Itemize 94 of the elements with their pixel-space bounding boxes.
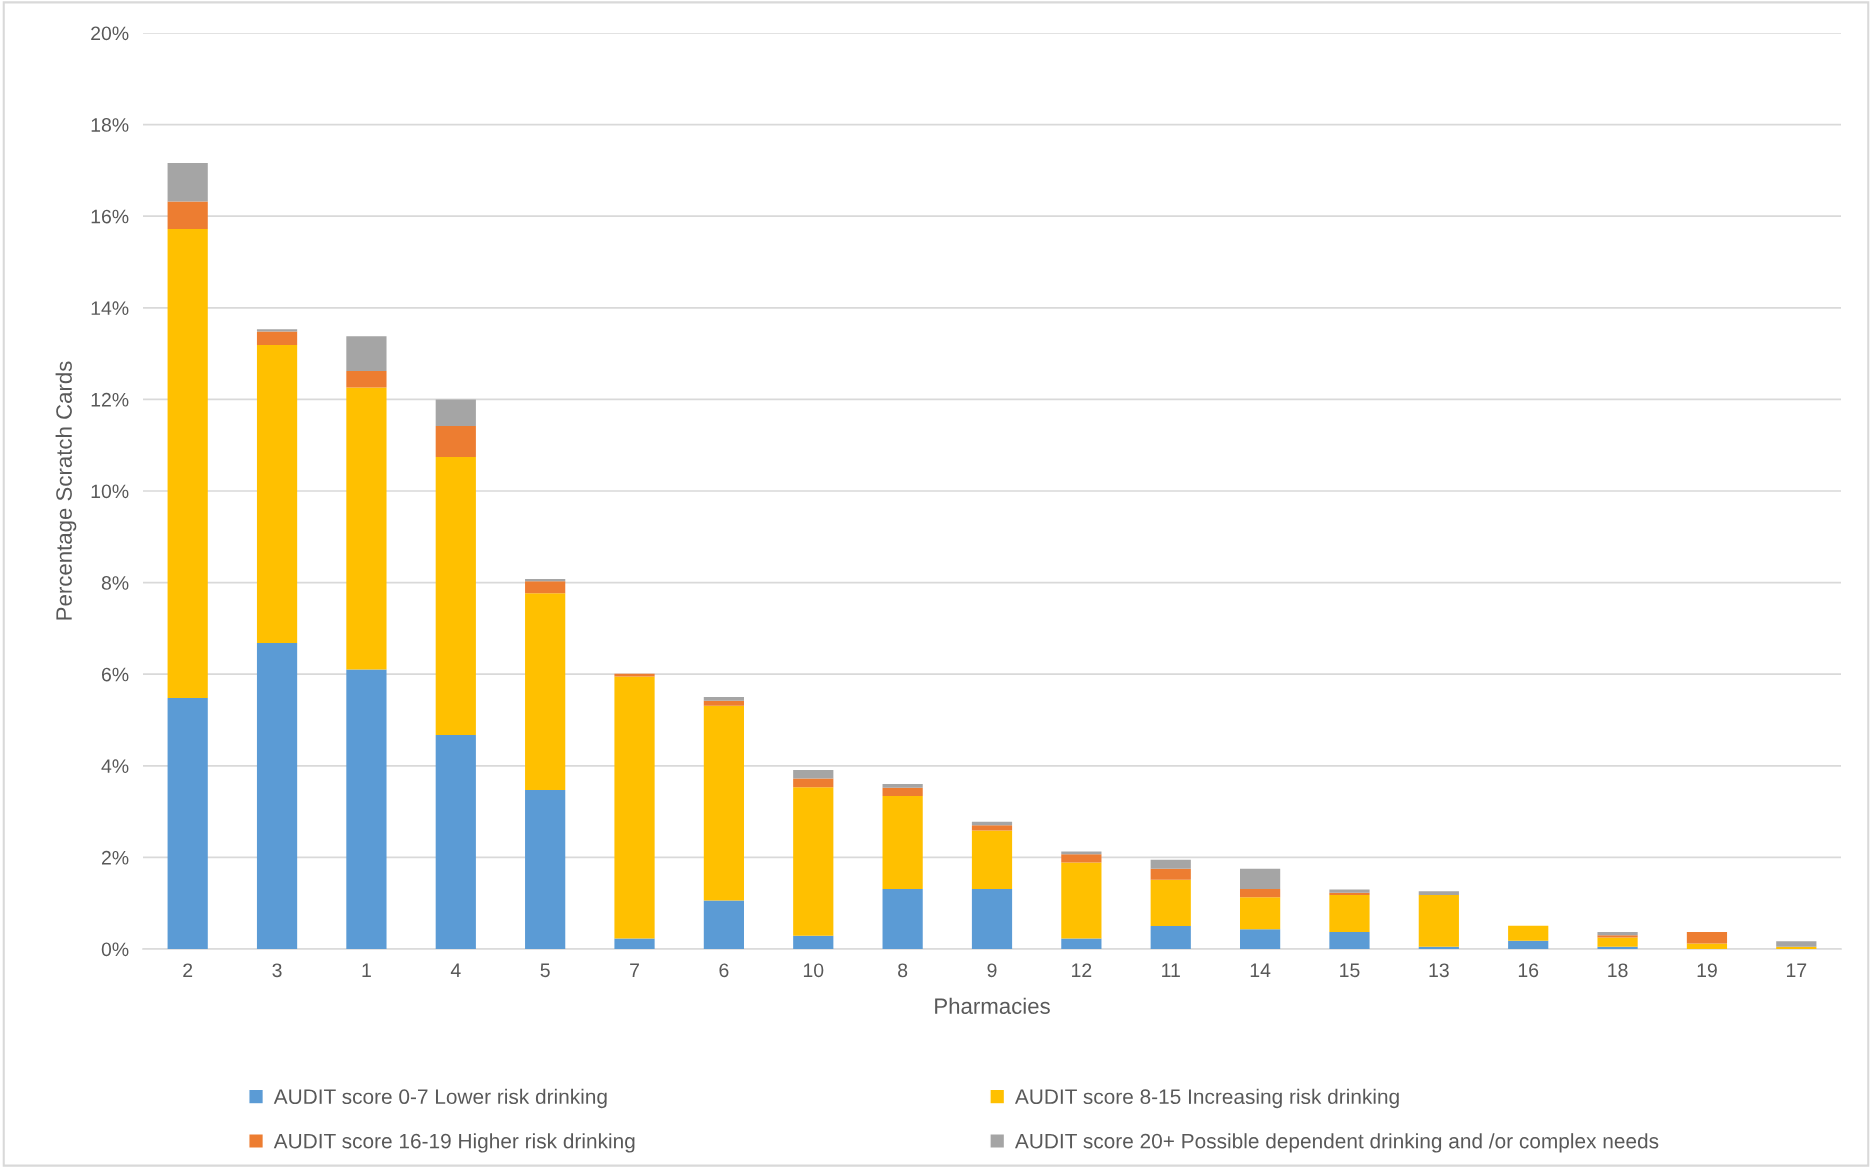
y-tick-label: 12% bbox=[91, 392, 129, 407]
bar bbox=[1329, 894, 1370, 933]
x-tick-label: 7 bbox=[630, 963, 639, 977]
bar bbox=[1240, 929, 1281, 949]
bar bbox=[1061, 938, 1102, 949]
bar bbox=[971, 830, 1013, 889]
bar bbox=[167, 201, 208, 230]
bar bbox=[435, 457, 476, 736]
bar bbox=[882, 889, 923, 949]
bar bbox=[1418, 894, 1459, 947]
x-tick-label: 9 bbox=[987, 963, 997, 978]
bar bbox=[1686, 932, 1728, 944]
bar bbox=[882, 796, 923, 889]
bar bbox=[167, 698, 208, 949]
bar bbox=[1508, 940, 1549, 949]
x-tick-label: 1 bbox=[362, 963, 371, 977]
y-tick-label: 4% bbox=[101, 759, 129, 773]
bar bbox=[1240, 889, 1281, 898]
y-tick-label: 18% bbox=[91, 118, 129, 132]
legend-label: AUDIT score 20+ Possible dependent drinking and /or complex needs bbox=[1014, 1133, 1659, 1153]
bar bbox=[1686, 943, 1728, 949]
bar bbox=[256, 643, 298, 949]
bar bbox=[614, 938, 655, 949]
bar bbox=[1061, 854, 1102, 863]
bar bbox=[703, 700, 744, 706]
x-tick-label: 18 bbox=[1608, 963, 1628, 978]
bar bbox=[1508, 925, 1549, 941]
x-tick-label: 13 bbox=[1429, 963, 1449, 978]
bar bbox=[346, 669, 387, 949]
bar bbox=[256, 329, 298, 332]
bar bbox=[1061, 851, 1102, 855]
y-tick-label: 0% bbox=[101, 942, 129, 957]
bar bbox=[793, 935, 834, 949]
bar bbox=[1329, 932, 1370, 949]
bar bbox=[435, 425, 476, 458]
bar bbox=[525, 593, 566, 791]
bar bbox=[1150, 926, 1191, 949]
bar bbox=[256, 344, 298, 644]
bar bbox=[703, 697, 744, 701]
x-tick-label: 3 bbox=[272, 963, 282, 978]
y-tick-label: 14% bbox=[91, 301, 129, 315]
x-tick-label: 8 bbox=[898, 963, 908, 978]
bar bbox=[793, 787, 834, 936]
x-tick-label: 11 bbox=[1162, 963, 1180, 977]
bar bbox=[435, 735, 476, 949]
legend-label: AUDIT score 0-7 Lower risk drinking bbox=[273, 1088, 607, 1109]
y-tick-label: 10% bbox=[91, 484, 129, 499]
x-tick-label: 12 bbox=[1072, 963, 1092, 977]
bar bbox=[703, 900, 744, 949]
bar bbox=[793, 769, 834, 779]
bar bbox=[614, 676, 655, 939]
legend-label: AUDIT score 16-19 Higher risk drinking bbox=[273, 1133, 635, 1153]
bar bbox=[1240, 897, 1281, 930]
bar bbox=[882, 787, 923, 797]
x-tick-label: 15 bbox=[1340, 963, 1360, 978]
x-tick-label: 5 bbox=[540, 963, 550, 978]
x-tick-label: 16 bbox=[1518, 963, 1539, 978]
bar bbox=[346, 371, 387, 388]
bar bbox=[525, 581, 566, 594]
y-tick-label: 20% bbox=[91, 26, 129, 41]
bar bbox=[971, 825, 1013, 831]
bar bbox=[167, 163, 208, 202]
y-tick-label: 8% bbox=[101, 576, 129, 590]
bar bbox=[971, 889, 1013, 949]
bar bbox=[1776, 941, 1817, 947]
x-tick-label: 17 bbox=[1786, 963, 1807, 977]
y-tick-label: 6% bbox=[102, 667, 129, 682]
bar bbox=[256, 331, 298, 345]
x-axis-title: Pharmacies bbox=[935, 997, 1050, 1014]
y-tick-label: 2% bbox=[101, 850, 129, 865]
x-tick-label: 4 bbox=[450, 963, 461, 977]
bar bbox=[882, 784, 923, 788]
y-axis-title: Percentage Scratch Cards bbox=[55, 361, 77, 620]
bar bbox=[435, 399, 476, 426]
bar bbox=[167, 229, 208, 699]
bar bbox=[525, 790, 566, 949]
x-tick-label: 2 bbox=[183, 963, 193, 977]
bar bbox=[1150, 868, 1191, 880]
bar bbox=[346, 387, 387, 670]
y-tick-label: 16% bbox=[91, 209, 129, 224]
bar bbox=[1240, 868, 1281, 889]
bar bbox=[1597, 937, 1638, 947]
x-tick-label: 14 bbox=[1250, 963, 1271, 977]
bar bbox=[1061, 862, 1102, 939]
bar bbox=[346, 336, 387, 371]
bar bbox=[793, 778, 834, 788]
x-tick-label: 19 bbox=[1697, 963, 1717, 978]
bar bbox=[1150, 879, 1191, 927]
x-tick-label: 10 bbox=[803, 963, 824, 978]
x-tick-label: 6 bbox=[719, 963, 729, 978]
bar bbox=[703, 705, 744, 901]
bar bbox=[1150, 859, 1191, 869]
bar bbox=[1418, 891, 1459, 895]
legend-label: AUDIT score 8-15 Increasing risk drinking bbox=[1014, 1088, 1399, 1109]
